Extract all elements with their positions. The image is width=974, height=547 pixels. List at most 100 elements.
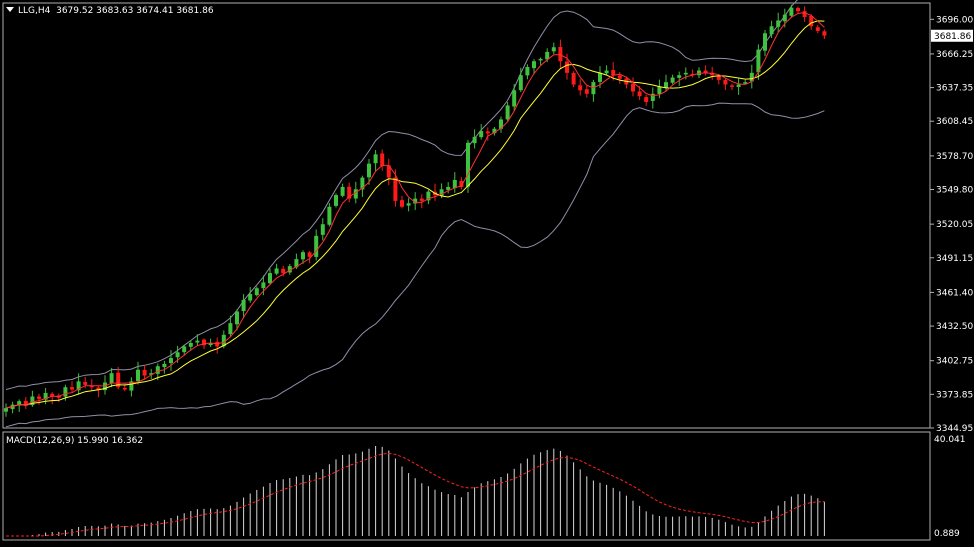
candle-body <box>452 179 457 189</box>
main-pane-frame <box>2 2 931 429</box>
candle-body <box>644 97 649 102</box>
candle-body <box>360 177 365 190</box>
price-tick-label: 3666.25 <box>936 50 973 60</box>
candle-body <box>558 46 563 62</box>
ma-fast-line <box>5 12 825 409</box>
candle-body <box>334 195 338 206</box>
candle-body <box>690 73 695 76</box>
candle-body <box>353 189 358 199</box>
candle-body <box>631 83 635 92</box>
candle-body <box>261 282 266 289</box>
candle-body <box>195 340 200 343</box>
candle-body <box>703 70 708 73</box>
candle-body <box>545 51 550 60</box>
candle-body <box>650 93 655 101</box>
candle-body <box>525 67 530 76</box>
candle-body <box>221 334 226 347</box>
candle-body <box>479 131 484 138</box>
candle-body <box>142 369 147 376</box>
candle-body <box>446 186 451 190</box>
candle-body <box>743 82 748 84</box>
chart-symbol: LLG,H4 <box>18 6 51 16</box>
candle-body <box>37 396 41 399</box>
candle-body <box>76 381 81 391</box>
candle-body <box>512 90 517 107</box>
candle-body <box>50 393 55 397</box>
candle-body <box>565 61 569 73</box>
candle-body <box>320 224 325 235</box>
candle-body <box>499 119 503 129</box>
candle-body <box>683 72 688 75</box>
candle-body <box>697 70 701 76</box>
candle-body <box>551 47 556 52</box>
candle-body <box>736 84 741 87</box>
candle-body <box>188 342 193 347</box>
candle-body <box>518 75 523 91</box>
candle-body <box>670 77 675 83</box>
candle-body <box>23 400 28 406</box>
candle-body <box>182 346 187 353</box>
candle-body <box>538 58 543 61</box>
candle-body <box>340 186 345 196</box>
candle-body <box>492 128 497 134</box>
candle-body <box>301 252 305 260</box>
candle-body <box>598 72 602 82</box>
candle-body <box>287 266 292 273</box>
chart-menu-icon[interactable] <box>6 7 14 12</box>
candle-body <box>373 154 378 164</box>
ma-slow-line <box>5 20 825 409</box>
ohlc-readout: 3679.52 3683.63 3674.41 3681.86 <box>56 6 214 16</box>
macd-scale-min: 0.889 <box>934 529 960 539</box>
candle-body <box>723 79 728 85</box>
candle-body <box>617 75 622 79</box>
candle-body <box>756 49 761 73</box>
candle-body <box>413 198 418 204</box>
price-tick-label: 3520.05 <box>936 220 973 230</box>
candle-body <box>749 72 754 82</box>
candle-body <box>710 72 715 76</box>
candle-body <box>228 323 233 335</box>
price-tick-label: 3578.70 <box>936 152 973 162</box>
candle-body <box>782 14 787 22</box>
candle-body <box>70 387 74 390</box>
macd-pane-frame <box>2 431 931 541</box>
candle-body <box>208 342 213 346</box>
candle-body <box>393 177 398 201</box>
candle-body <box>43 393 48 400</box>
candle-body <box>386 165 391 178</box>
price-tick-label: 3549.80 <box>936 186 973 196</box>
candle-body <box>149 373 154 375</box>
candle-body <box>129 381 134 391</box>
candle-body <box>809 15 814 27</box>
bollinger-upper-line <box>5 0 798 390</box>
candle-body <box>730 85 734 87</box>
candle-body <box>677 75 682 78</box>
macd-scale-max: 40.041 <box>934 435 966 445</box>
candle-body <box>155 366 160 374</box>
candle-body <box>175 352 180 358</box>
candle-body <box>347 186 352 199</box>
candle-body <box>532 61 536 69</box>
candle-body <box>202 339 206 346</box>
candle-body <box>314 235 319 257</box>
candle-body <box>769 26 774 35</box>
candle-body <box>162 363 167 368</box>
price-tick-label: 3402.75 <box>936 357 973 367</box>
price-tick-label: 3432.50 <box>936 322 973 332</box>
price-tick-label: 3373.85 <box>936 390 973 400</box>
candle-body <box>472 136 477 144</box>
candle-body <box>584 89 589 94</box>
candle-body <box>63 387 68 397</box>
candle-body <box>17 401 22 405</box>
candle-body <box>367 163 371 178</box>
candle-body <box>604 70 609 74</box>
macd-signal-line <box>6 452 825 537</box>
candle-body <box>664 82 668 88</box>
price-tick-label: 3461.40 <box>936 288 973 298</box>
candle-body <box>763 33 767 51</box>
candle-body <box>136 369 140 382</box>
candle-body <box>30 396 35 406</box>
candle-body <box>426 191 431 201</box>
